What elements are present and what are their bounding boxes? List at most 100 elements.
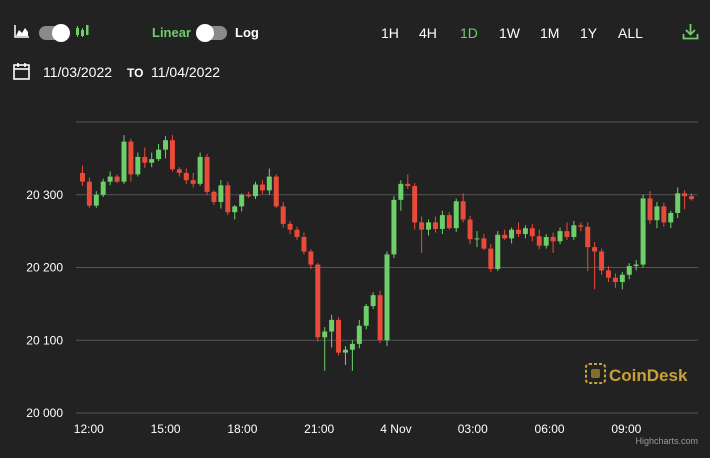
candlestick[interactable] [315,263,321,342]
candlestick[interactable] [675,187,681,219]
candlestick[interactable] [121,135,127,184]
candlestick[interactable] [592,242,598,290]
candlestick[interactable] [654,202,660,229]
candlestick[interactable] [197,152,203,187]
candlestick[interactable] [585,222,591,272]
candlestick[interactable] [529,223,535,242]
date-from[interactable]: 11/03/2022 [43,64,113,80]
area-chart-icon[interactable] [14,24,30,43]
candlestick[interactable] [190,172,196,188]
candlestick[interactable] [550,232,556,253]
candlestick[interactable] [259,180,265,195]
candlestick[interactable] [176,167,182,177]
candlestick[interactable] [356,319,362,349]
range-1h-button[interactable]: 1H [381,25,399,41]
candlestick[interactable] [516,222,521,237]
candlestick[interactable] [633,260,639,271]
candlestick[interactable] [349,340,355,371]
candlestick[interactable] [474,231,480,248]
candlestick[interactable] [668,210,674,229]
candlestick[interactable] [467,215,473,245]
candlestick[interactable] [156,143,162,162]
candlestick[interactable] [689,193,695,201]
scale-toggle[interactable] [196,24,227,42]
candlestick[interactable] [169,135,175,172]
candlestick[interactable] [432,216,438,233]
candlestick[interactable] [342,346,348,365]
range-1m-button[interactable]: 1M [540,25,560,41]
candlestick[interactable] [204,154,210,195]
candlestick[interactable] [183,168,189,184]
candlestick[interactable] [647,191,653,224]
candlestick[interactable] [564,222,570,240]
candlestick[interactable] [661,202,667,227]
candlestick[interactable] [225,181,231,216]
calendar-icon[interactable] [13,62,30,85]
candlestick[interactable] [522,225,528,239]
candlestick[interactable] [640,194,646,268]
candlestick[interactable] [308,249,314,269]
candlestick[interactable] [384,251,390,347]
candlestick[interactable] [426,219,432,236]
candlestick[interactable] [287,220,293,235]
candlestick[interactable] [619,271,625,290]
candlestick[interactable] [571,220,577,240]
range-1y-button[interactable]: 1Y [580,25,598,41]
candlestick[interactable] [363,303,369,330]
candlestick[interactable] [246,191,252,198]
candlestick[interactable] [453,198,459,232]
range-4h-button[interactable]: 4H [419,25,437,41]
candlestick[interactable] [578,222,584,232]
highcharts-credits[interactable]: Highcharts.com [635,436,698,446]
candlestick[interactable] [239,193,245,212]
candlestick[interactable] [100,178,106,197]
candlestick[interactable] [391,196,397,259]
candlestick[interactable] [557,227,563,245]
range-1d-button[interactable]: 1D [460,25,478,41]
candlestick[interactable] [377,290,383,344]
candlestick[interactable] [398,180,404,211]
candlestick[interactable] [79,165,85,187]
candlestick[interactable] [107,171,113,186]
candlestick[interactable] [114,174,120,184]
candlestick[interactable] [446,212,452,230]
candlestick[interactable] [93,191,99,208]
candlestick[interactable] [266,168,272,195]
candlestick[interactable] [682,190,688,210]
candlestick[interactable] [163,135,169,159]
candlestick[interactable] [294,226,300,240]
candlestick[interactable] [149,152,155,168]
candlestick[interactable] [626,263,632,280]
candlestick[interactable] [543,234,549,249]
candlestick[interactable] [135,152,141,177]
scale-log-label[interactable]: Log [235,25,259,40]
candlestick[interactable] [322,327,328,371]
candlestick[interactable] [405,174,411,189]
candlestick[interactable] [460,193,466,223]
candlestick[interactable] [605,266,611,283]
candlestick[interactable] [495,231,501,272]
candlestick[interactable] [280,202,286,228]
candlestick[interactable] [439,210,445,235]
candlestick[interactable] [502,229,508,240]
candlestick[interactable] [481,234,487,251]
candlestick[interactable] [336,316,342,356]
candlestick[interactable] [86,177,92,208]
candlestick[interactable] [128,138,134,182]
scale-linear-label[interactable]: Linear [152,25,192,40]
candlestick[interactable] [599,248,605,275]
candlestick[interactable] [536,229,542,250]
candlestick-icon[interactable] [75,24,89,43]
candlestick[interactable] [211,190,217,205]
candlestick[interactable] [488,244,494,272]
candlestick[interactable] [612,273,618,288]
candlestick[interactable] [509,227,515,244]
candlestick[interactable] [419,216,425,253]
candlestick[interactable] [253,181,258,200]
candlestick[interactable] [301,232,307,255]
chart-type-toggle[interactable] [39,24,70,42]
candlestick[interactable] [370,292,376,309]
download-icon[interactable] [682,23,699,45]
candlestick[interactable] [412,183,418,230]
candlestick[interactable] [329,314,335,348]
